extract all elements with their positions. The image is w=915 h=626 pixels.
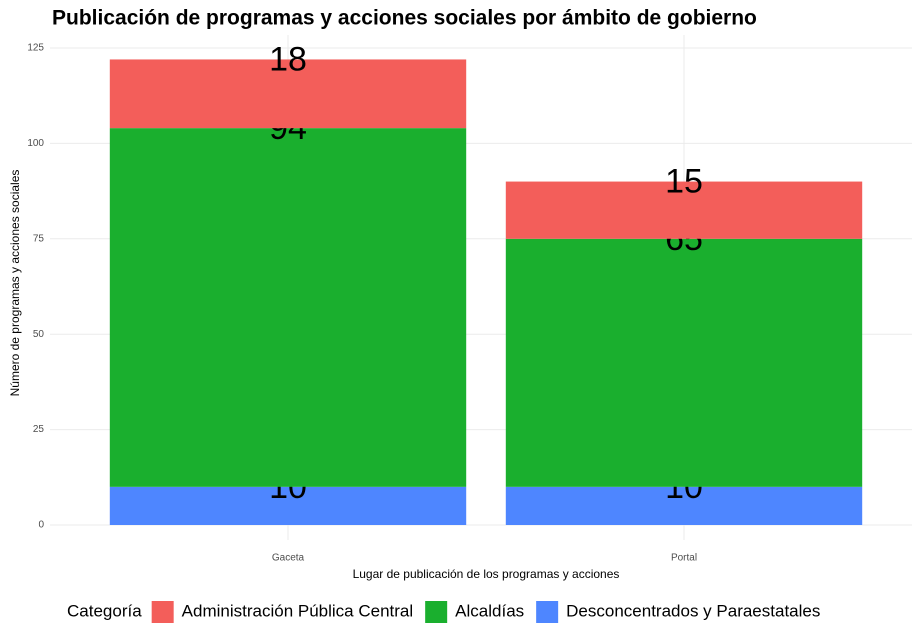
legend-label: Desconcentrados y Paraestatales	[566, 601, 820, 620]
legend-label: Administración Pública Central	[182, 601, 414, 620]
legend-label: Alcaldías	[455, 601, 524, 620]
y-axis-title: Número de programas y acciones sociales	[8, 170, 22, 397]
legend-swatch	[425, 601, 448, 623]
bar-segment	[109, 128, 467, 487]
bar-segment	[109, 59, 467, 129]
bar-segment	[505, 238, 863, 487]
y-tick-label: 125	[27, 43, 44, 54]
x-tick-label: Gaceta	[272, 553, 305, 564]
y-tick-label: 50	[33, 329, 45, 340]
y-tick-label: 100	[27, 138, 44, 149]
y-tick-label: 25	[33, 424, 45, 435]
bar-segment	[109, 486, 467, 525]
chart-title: Publicación de programas y acciones soci…	[52, 7, 757, 30]
value-label: 15	[665, 163, 703, 201]
x-axis-title: Lugar de publicación de los programas y …	[353, 567, 620, 581]
x-tick-label: Portal	[671, 553, 697, 564]
legend-swatch	[536, 601, 559, 623]
value-label: 18	[269, 40, 307, 78]
y-tick-label: 0	[38, 520, 44, 531]
legend-title: Categoría	[67, 601, 142, 620]
bar-segment	[505, 181, 863, 239]
y-tick-label: 75	[33, 233, 45, 244]
legend-swatch	[151, 601, 174, 623]
bar-segment	[505, 486, 863, 525]
